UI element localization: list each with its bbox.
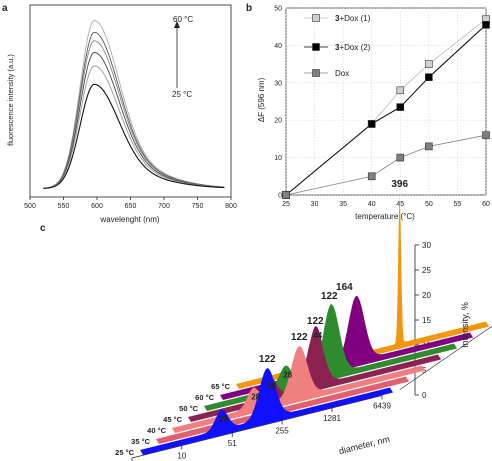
peak-label: 28	[283, 371, 292, 380]
legend-marker	[312, 14, 320, 22]
panel-label-a: a	[2, 3, 8, 14]
legend-label: Dox	[335, 69, 349, 78]
panel-c-ztick-label: 25	[422, 266, 431, 275]
panel-b-xtick-label: 60	[482, 201, 490, 208]
panel-b-ylabel: ΔF (596 nm)	[257, 77, 266, 122]
spectrum-curve	[43, 51, 225, 189]
peak-label: 122	[321, 291, 338, 302]
panel-b-xtick-label: 35	[339, 201, 347, 208]
panel-a-xtick-label: 500	[24, 203, 36, 210]
series-marker	[482, 21, 490, 29]
dls-ribbon	[204, 304, 457, 411]
panel-c-ztick-label: 20	[422, 291, 431, 300]
dls-ribbon	[140, 368, 393, 455]
peak-label: 122	[259, 354, 276, 365]
panel-b-ytick-label: 40	[274, 43, 282, 50]
temperature-label: 25 °C	[115, 448, 134, 457]
panel-c-depth-axis	[399, 325, 492, 390]
series-marker	[425, 142, 433, 151]
panel-b-ytick-label: 50	[274, 6, 282, 13]
panel-b-xtick-label: 40	[368, 201, 376, 208]
panel-c-ztick-label: 0	[422, 391, 427, 400]
peak-label: 28	[219, 415, 228, 424]
peak-label: 122	[307, 316, 324, 327]
panel-c-xtick-label: 1281	[323, 414, 341, 423]
series-marker	[482, 131, 490, 139]
legend-label: 3+Dox (2)	[335, 43, 371, 52]
panel-b-ytick-label: 20	[274, 118, 282, 125]
peak-label: 28	[251, 393, 260, 402]
spectrum-curve	[43, 31, 225, 189]
panel-a-xtick-label: 750	[192, 203, 204, 210]
panel-b-deltaF: 25 30 35 40 45 50 55 60 0 10 20 30 40 50 3+Dox (1) 3+D…	[257, 6, 490, 222]
panel-a-spectra: 500 550 600 650 700 750 800 wavelenght (nm) fl…	[6, 4, 237, 224]
peak-label: 396	[391, 179, 408, 190]
panel-a-xtick-label: 550	[58, 203, 70, 210]
panel-b-xtick-label: 30	[311, 201, 319, 208]
panel-a-xlabel: wavelenght (nm)	[99, 215, 159, 224]
panel-c-xlabel: diameter, nm	[338, 434, 391, 456]
temperature-label: 35 °C	[131, 437, 150, 446]
panel-a-frame	[29, 4, 232, 198]
panel-a-ylabel: fluorescence intensity (a.u.)	[6, 54, 15, 146]
series-marker	[425, 60, 433, 68]
series-marker	[367, 172, 376, 181]
panel-a-xtick-label: 600	[91, 203, 103, 210]
panel-c-diameter-axis	[131, 395, 383, 459]
panel-b-ytick-label: 10	[274, 155, 282, 162]
panel-b-xtick-label: 45	[396, 201, 404, 208]
legend-marker	[312, 43, 320, 51]
legend-marker	[312, 69, 320, 77]
legend-label: 3+Dox (1)	[335, 14, 371, 23]
panel-b-xlabel: temperature (°C)	[355, 212, 415, 221]
panel-c-xtick-label: 51	[228, 439, 237, 448]
dls-ribbon	[188, 330, 441, 422]
temperature-label: 65 °C	[211, 382, 230, 391]
panel-c-zlabel: Intensity, %	[460, 302, 470, 348]
spectrum-curve	[43, 83, 225, 189]
spectrum-curve	[43, 65, 225, 189]
panel-b-ytick-label: 0	[278, 193, 282, 200]
series-line	[285, 134, 487, 196]
dls-ribbon	[172, 346, 425, 433]
panel-a-xtick-label: 700	[158, 203, 170, 210]
panel-b-xtick-label: 55	[454, 201, 462, 208]
series-marker	[396, 103, 405, 111]
dls-ribbon	[236, 193, 489, 389]
panel-label-b: b	[246, 3, 252, 14]
temperature-label: 60 °C	[195, 393, 214, 402]
panel-c-xtick-label: 255	[275, 426, 289, 435]
series-marker	[396, 153, 405, 162]
temperature-label: 45 °C	[163, 415, 182, 424]
panel-c-ztick-label: 15	[422, 316, 431, 325]
spectrum-curve	[43, 40, 225, 189]
temperature-label: 50 °C	[179, 404, 198, 413]
annotation-25c: 25 °C	[172, 90, 192, 99]
panel-a-xtick-label: 800	[225, 203, 237, 210]
series-marker	[367, 120, 376, 128]
peak-label: 28	[267, 382, 276, 391]
panel-b-xtick-label: 50	[425, 201, 433, 208]
panel-label-c: c	[40, 223, 46, 234]
series-marker	[396, 86, 405, 95]
temperature-arrow-head	[174, 21, 180, 28]
series-marker	[282, 191, 290, 199]
panel-c-ztick-label: 30	[422, 241, 431, 250]
dls-ribbon	[220, 295, 473, 400]
panel-c-dls-3d: 0510152025302105125512816439 65 °C60 °C5…	[115, 179, 492, 461]
peak-label: 44	[313, 331, 322, 340]
peak-label: 164	[336, 282, 353, 293]
series-marker	[425, 73, 433, 81]
panel-a-xtick-label: 650	[125, 203, 137, 210]
panel-c-xtick-label: 10	[177, 452, 186, 461]
panel-b-xtick-label: 25	[282, 201, 290, 208]
panel-b-ytick-label: 30	[274, 80, 282, 87]
annotation-60c: 60 °C	[173, 15, 193, 24]
temperature-label: 40 °C	[147, 426, 166, 435]
panel-c-xtick-label: 6439	[373, 402, 391, 411]
peak-label: 122	[291, 332, 308, 343]
